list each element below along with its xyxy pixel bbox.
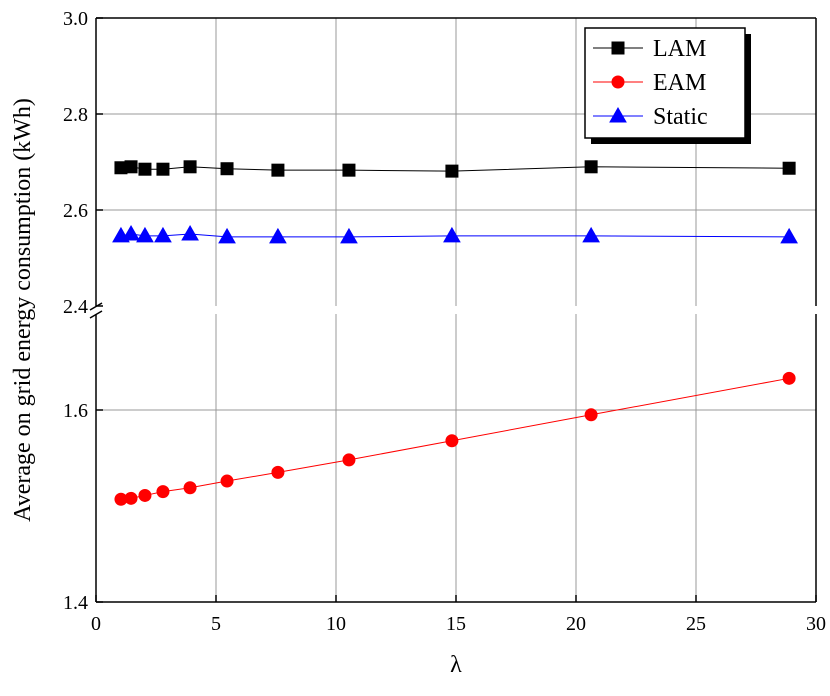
marker [156, 162, 170, 176]
y-tick-label: 1.4 [63, 592, 88, 614]
marker [609, 106, 627, 123]
y-tick-label: 1.6 [63, 400, 88, 422]
x-tick-label: 10 [326, 613, 346, 635]
axis-break [89, 310, 103, 319]
x-tick-label: 25 [686, 613, 706, 635]
marker [340, 227, 358, 244]
marker [443, 226, 461, 243]
legend-label: LAM [653, 36, 706, 62]
marker [269, 227, 287, 244]
marker [154, 226, 172, 243]
marker [122, 224, 140, 241]
marker [124, 160, 138, 174]
x-tick-label: 15 [446, 613, 466, 635]
marker [342, 453, 356, 467]
marker [271, 465, 285, 479]
marker [342, 163, 356, 177]
marker [782, 371, 796, 385]
marker [124, 491, 138, 505]
marker [183, 160, 197, 174]
x-tick-label: 0 [91, 613, 101, 635]
y-tick-label: 2.4 [63, 296, 88, 318]
axis-break [89, 302, 103, 311]
marker [220, 474, 234, 488]
marker [582, 226, 600, 243]
legend-label: EAM [653, 70, 706, 96]
x-tick-label: 30 [806, 613, 826, 635]
marker [445, 434, 459, 448]
y-tick-label: 3.0 [63, 8, 88, 30]
marker [138, 162, 152, 176]
marker [780, 227, 798, 244]
x-tick-label: 20 [566, 613, 586, 635]
marker [136, 226, 154, 243]
marker [445, 164, 459, 178]
x-axis-label: λ [450, 652, 462, 678]
marker [782, 161, 796, 175]
marker [611, 75, 625, 89]
marker [271, 163, 285, 177]
legend-label: Static [653, 104, 708, 130]
marker [156, 485, 170, 499]
x-tick-label: 5 [211, 613, 221, 635]
y-tick-label: 2.8 [63, 104, 88, 126]
marker [220, 162, 234, 176]
marker [181, 224, 199, 241]
marker [584, 160, 598, 174]
marker [584, 408, 598, 422]
marker [218, 227, 236, 244]
marker [611, 41, 625, 55]
y-axis-label: Average on grid energy consumption (kWh) [10, 98, 36, 522]
marker [183, 481, 197, 495]
marker [138, 488, 152, 502]
y-tick-label: 2.6 [63, 200, 88, 222]
